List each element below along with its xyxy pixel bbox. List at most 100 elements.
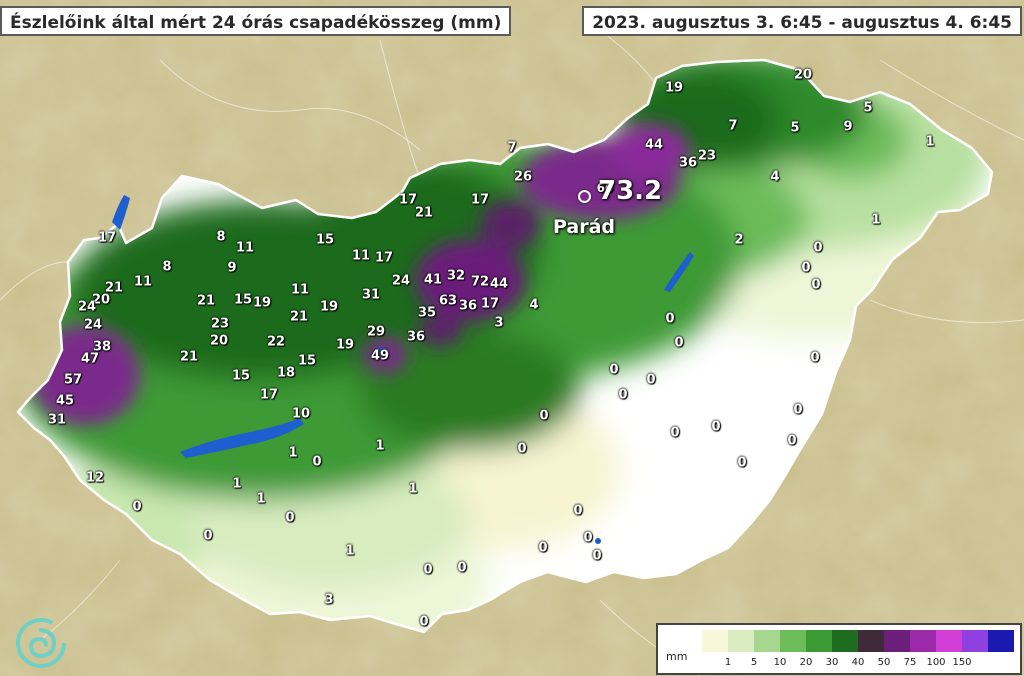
station-value: 17 — [259, 387, 279, 403]
legend-tick-label: 50 — [877, 657, 891, 668]
station-value: 15 — [315, 232, 335, 248]
station-value: 4 — [529, 297, 539, 313]
station-value: 0 — [539, 408, 549, 424]
station-value: 0 — [813, 240, 823, 256]
station-value: 3 — [494, 315, 504, 331]
lake-velence — [376, 347, 388, 356]
station-value: 15 — [233, 292, 253, 308]
station-value: 1 — [232, 476, 242, 492]
station-value: 35 — [417, 305, 437, 321]
station-value: 9 — [227, 260, 237, 276]
station-value: 20 — [209, 333, 229, 349]
station-value: 22 — [266, 334, 286, 350]
station-value: 47 — [80, 351, 100, 367]
legend-color-swatch — [832, 630, 858, 652]
station-value: 11 — [235, 240, 255, 256]
lake-tisza — [664, 252, 694, 292]
station-value: 24 — [77, 299, 97, 315]
station-value: 21 — [179, 349, 199, 365]
station-value: 0 — [801, 260, 811, 276]
station-value: 12 — [85, 470, 105, 486]
station-value: 24 — [83, 317, 103, 333]
station-value: 0 — [573, 503, 583, 519]
station-value: 23 — [697, 148, 717, 164]
legend-tick-label: 1 — [724, 657, 732, 668]
station-value: 18 — [276, 365, 296, 381]
station-value: 21 — [289, 309, 309, 325]
station-value: 1 — [408, 481, 418, 497]
legend-ticks: 1 5 10 20 30 40 50 75 100 150 — [702, 657, 1014, 671]
legend-color-swatch — [702, 630, 728, 652]
station-value: 0 — [583, 530, 593, 546]
legend: mm 1 5 10 20 30 40 50 75 100 150 — [656, 623, 1022, 675]
legend-color-swatch — [962, 630, 988, 652]
station-value: 38 — [92, 339, 112, 355]
station-value: 1 — [256, 491, 266, 507]
station-value: 0 — [285, 510, 295, 526]
legend-color-swatch — [910, 630, 936, 652]
station-value: 17 — [97, 230, 117, 246]
station-value: 20 — [793, 67, 813, 83]
station-value: 0 — [646, 372, 656, 388]
max-location-dot — [578, 190, 591, 203]
station-value: 21 — [196, 293, 216, 309]
station-value: 8 — [216, 229, 226, 245]
station-value: 0 — [674, 335, 684, 351]
station-value: 0 — [203, 528, 213, 544]
station-value: 15 — [231, 368, 251, 384]
station-value: 10 — [291, 406, 311, 422]
lake-ferto — [112, 195, 130, 230]
station-value: 1 — [925, 134, 935, 150]
lake-small — [595, 538, 601, 544]
station-value: 21 — [414, 205, 434, 221]
station-value: 11 — [133, 274, 153, 290]
station-value: 21 — [104, 280, 124, 296]
station-value: 36 — [458, 298, 478, 314]
legend-tick-label: 100 — [926, 657, 946, 668]
legend-color-swatch — [806, 630, 832, 652]
station-value: 9 — [843, 119, 853, 135]
station-value: 3 — [324, 592, 334, 608]
station-value: 17 — [398, 192, 418, 208]
weather-service-logo-icon — [16, 618, 66, 668]
legend-color-swatch — [884, 630, 910, 652]
station-value: 20 — [91, 292, 111, 308]
station-value: 29 — [366, 324, 386, 340]
lake-balaton — [180, 418, 304, 458]
station-value: 19 — [664, 80, 684, 96]
station-value: 1 — [871, 212, 881, 228]
station-value: 0 — [810, 350, 820, 366]
max-place-name: Parád — [553, 216, 616, 238]
station-value: 36 — [678, 155, 698, 171]
legend-tick-label: 20 — [799, 657, 813, 668]
legend-unit: mm — [666, 650, 688, 663]
station-value: 0 — [665, 311, 675, 327]
map-title: Észlelőink által mért 24 órás csapadékös… — [0, 6, 512, 36]
legend-tick-label: 40 — [851, 657, 865, 668]
station-value: 0 — [787, 433, 797, 449]
station-value: 0 — [670, 425, 680, 441]
legend-color-swatch — [936, 630, 962, 652]
station-value: 1 — [375, 438, 385, 454]
station-value: 7 — [507, 140, 517, 156]
station-value: 15 — [297, 353, 317, 369]
station-value: 0 — [538, 540, 548, 556]
station-value: 0 — [419, 614, 429, 630]
station-value: 32 — [446, 268, 466, 284]
legend-tick-label: 10 — [773, 657, 787, 668]
station-value: 23 — [210, 316, 230, 332]
period-label: 2023. augusztus 3. 6:45 - augusztus 4. 6… — [582, 6, 1022, 36]
legend-color-swatch — [780, 630, 806, 652]
station-value: 0 — [132, 499, 142, 515]
station-value: 17 — [470, 192, 490, 208]
station-value: 17 — [374, 250, 394, 266]
station-value: 72 — [470, 274, 490, 290]
station-value: 7 — [728, 118, 738, 134]
legend-color-swatch — [858, 630, 884, 652]
country-border — [16, 58, 994, 634]
station-value: 0 — [618, 387, 628, 403]
station-value: 19 — [335, 337, 355, 353]
station-value: 0 — [457, 560, 467, 576]
station-value: 31 — [361, 287, 381, 303]
